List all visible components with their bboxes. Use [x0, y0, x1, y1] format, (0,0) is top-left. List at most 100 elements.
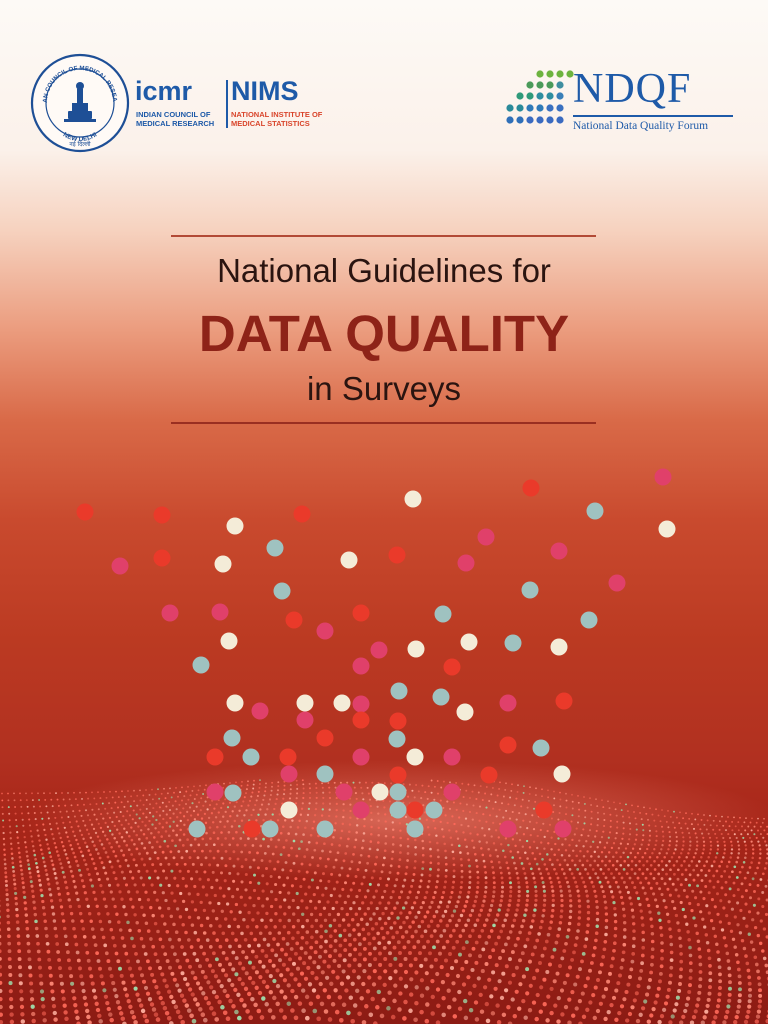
terrain-particle — [63, 934, 68, 939]
terrain-particle — [496, 855, 499, 858]
terrain-particle — [569, 899, 573, 903]
terrain-particle — [195, 793, 198, 796]
terrain-particle — [716, 892, 719, 896]
terrain-particle — [269, 918, 273, 923]
terrain-particle — [695, 864, 699, 868]
terrain-particle — [673, 826, 676, 829]
terrain-particle — [75, 891, 79, 895]
terrain-particle — [262, 837, 265, 841]
terrain-particle — [660, 825, 664, 828]
terrain-particle — [295, 797, 298, 800]
terrain-particle — [214, 957, 219, 962]
terrain-particle — [177, 795, 179, 798]
terrain-particle — [295, 891, 299, 896]
terrain-particle — [756, 933, 760, 938]
terrain-particle — [524, 851, 527, 855]
terrain-particle — [265, 969, 270, 974]
terrain-particle — [351, 969, 357, 974]
terrain-particle — [175, 862, 179, 866]
terrain-particle — [622, 832, 625, 835]
terrain-particle — [41, 856, 45, 860]
terrain-particle — [357, 906, 362, 911]
terrain-particle — [750, 829, 753, 832]
terrain-particle — [659, 1013, 665, 1019]
terrain-particle — [696, 844, 699, 847]
terrain-particle — [669, 965, 674, 970]
terrain-particle — [160, 792, 163, 795]
terrain-particle — [61, 996, 66, 1001]
terrain-particle — [241, 781, 243, 783]
terrain-particle — [576, 821, 580, 824]
terrain-particle — [492, 881, 496, 885]
terrain-particle — [448, 829, 451, 832]
terrain-particle — [639, 909, 643, 913]
terrain-particle — [18, 856, 22, 859]
terrain-particle — [688, 817, 691, 820]
terrain-particle — [393, 969, 398, 974]
terrain-particle — [342, 815, 345, 819]
terrain-particle — [0, 934, 2, 939]
terrain-particle — [156, 929, 160, 934]
terrain-particle — [625, 803, 627, 806]
terrain-particle — [100, 927, 104, 932]
terrain-particle — [604, 932, 608, 937]
terrain-particle — [23, 901, 27, 905]
terrain-particle — [357, 1011, 362, 1017]
terrain-particle — [374, 922, 379, 926]
terrain-particle — [335, 797, 338, 800]
data-dot — [243, 820, 261, 838]
terrain-particle — [123, 795, 126, 798]
terrain-particle — [715, 815, 717, 817]
terrain-particle — [628, 833, 632, 836]
terrain-particle — [27, 863, 31, 866]
terrain-particle — [6, 920, 11, 925]
data-dot — [553, 765, 571, 783]
terrain-particle — [551, 908, 555, 913]
terrain-particle — [362, 937, 367, 941]
terrain-particle — [667, 919, 671, 924]
terrain-particle — [755, 1014, 761, 1019]
seal-hindi-text: नई दिल्ली — [69, 140, 91, 148]
terrain-particle — [400, 890, 404, 894]
terrain-particle — [660, 892, 664, 897]
terrain-particle — [603, 1016, 608, 1022]
terrain-particle — [560, 898, 564, 903]
terrain-particle — [529, 867, 533, 871]
terrain-particle — [32, 849, 36, 852]
terrain-particle — [728, 825, 731, 828]
terrain-particle — [69, 911, 74, 916]
terrain-particle — [366, 906, 371, 911]
terrain-particle — [43, 919, 47, 923]
terrain-particle — [697, 990, 702, 995]
terrain-particle — [523, 944, 528, 949]
terrain-particle — [549, 1010, 554, 1016]
terrain-particle — [269, 793, 272, 797]
terrain-particle — [452, 875, 456, 879]
terrain-particle — [98, 1019, 103, 1024]
terrain-particle — [567, 997, 572, 1002]
terrain-particle — [505, 809, 508, 812]
terrain-particle — [559, 988, 565, 993]
terrain-particle — [321, 782, 324, 785]
terrain-particle — [536, 834, 539, 838]
terrain-particle — [723, 852, 726, 855]
terrain-particle — [127, 890, 131, 894]
terrain-particle — [356, 922, 360, 927]
terrain-particle — [340, 829, 344, 833]
terrain-particle — [277, 875, 281, 879]
terrain-particle — [126, 920, 130, 925]
data-dot — [390, 682, 408, 700]
terrain-particle — [550, 836, 553, 839]
terrain-particle — [7, 806, 10, 809]
terrain-particle — [25, 919, 29, 924]
terrain-particle — [632, 929, 636, 933]
terrain-particle — [358, 781, 361, 784]
terrain-particle — [648, 856, 652, 859]
terrain-particle — [16, 941, 21, 946]
terrain-particle — [143, 985, 149, 990]
terrain-particle — [403, 969, 409, 975]
terrain-particle — [72, 879, 76, 883]
terrain-particle — [689, 844, 692, 847]
terrain-particle — [20, 812, 24, 815]
terrain-particle — [283, 912, 287, 916]
